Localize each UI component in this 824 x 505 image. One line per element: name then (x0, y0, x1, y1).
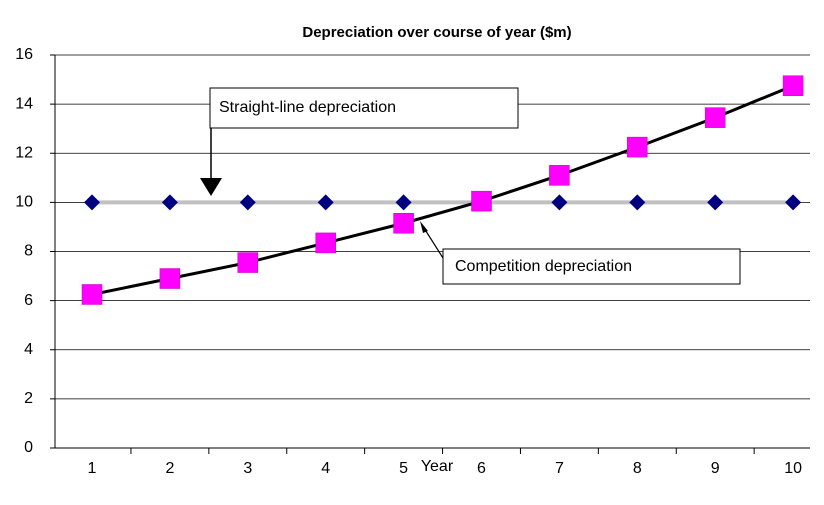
x-tick-label: 10 (784, 460, 802, 477)
square-marker (782, 75, 804, 96)
arrow-head (200, 178, 222, 196)
y-tick-label: 6 (24, 292, 33, 309)
y-tick-label: 10 (15, 194, 33, 211)
x-axis-label: Year (421, 458, 454, 475)
x-tick-label: 3 (243, 460, 252, 477)
annotation-box (209, 87, 519, 129)
x-tick-label: 4 (321, 460, 330, 477)
x-tick-label: 1 (88, 460, 97, 477)
diamond-marker (707, 194, 724, 211)
arrow-head (420, 221, 428, 233)
diamond-marker (161, 194, 178, 211)
square-marker (159, 268, 181, 289)
series-line (91, 84, 794, 296)
annotation-box (442, 248, 741, 285)
square-marker (627, 136, 648, 158)
square-marker (704, 107, 726, 128)
square-marker (393, 213, 414, 234)
square-marker (237, 252, 259, 273)
y-tick-label: 0 (24, 439, 33, 456)
annotation-arrow (423, 227, 444, 259)
y-tick-label: 8 (24, 243, 33, 260)
annotation: Straight-line depreciation (219, 99, 396, 116)
annotation: Competition depreciation (455, 258, 632, 275)
x-tick-label: 8 (633, 460, 642, 477)
diamond-marker (317, 194, 334, 211)
x-tick-label: 2 (165, 460, 174, 477)
x-tick-label: 9 (711, 460, 720, 477)
diamond-marker (395, 194, 412, 211)
x-tick-label: 7 (555, 460, 564, 477)
square-marker (549, 165, 570, 186)
y-tick-label: 4 (24, 341, 33, 358)
y-tick-label: 16 (15, 46, 33, 63)
diamond-marker (84, 194, 100, 211)
diamond-marker (551, 194, 568, 211)
x-tick-label: 6 (477, 460, 486, 477)
diamond-marker (239, 194, 256, 211)
x-tick-label: 5 (399, 460, 408, 477)
y-tick-label: 12 (15, 144, 33, 161)
square-marker (81, 284, 103, 305)
square-marker (471, 190, 492, 212)
square-marker (315, 232, 336, 254)
chart-title: Depreciation over course of year ($m) (302, 24, 571, 41)
diamond-marker (629, 194, 646, 211)
y-tick-label: 2 (24, 390, 33, 407)
diamond-marker (785, 194, 802, 211)
y-tick-label: 14 (15, 95, 33, 112)
